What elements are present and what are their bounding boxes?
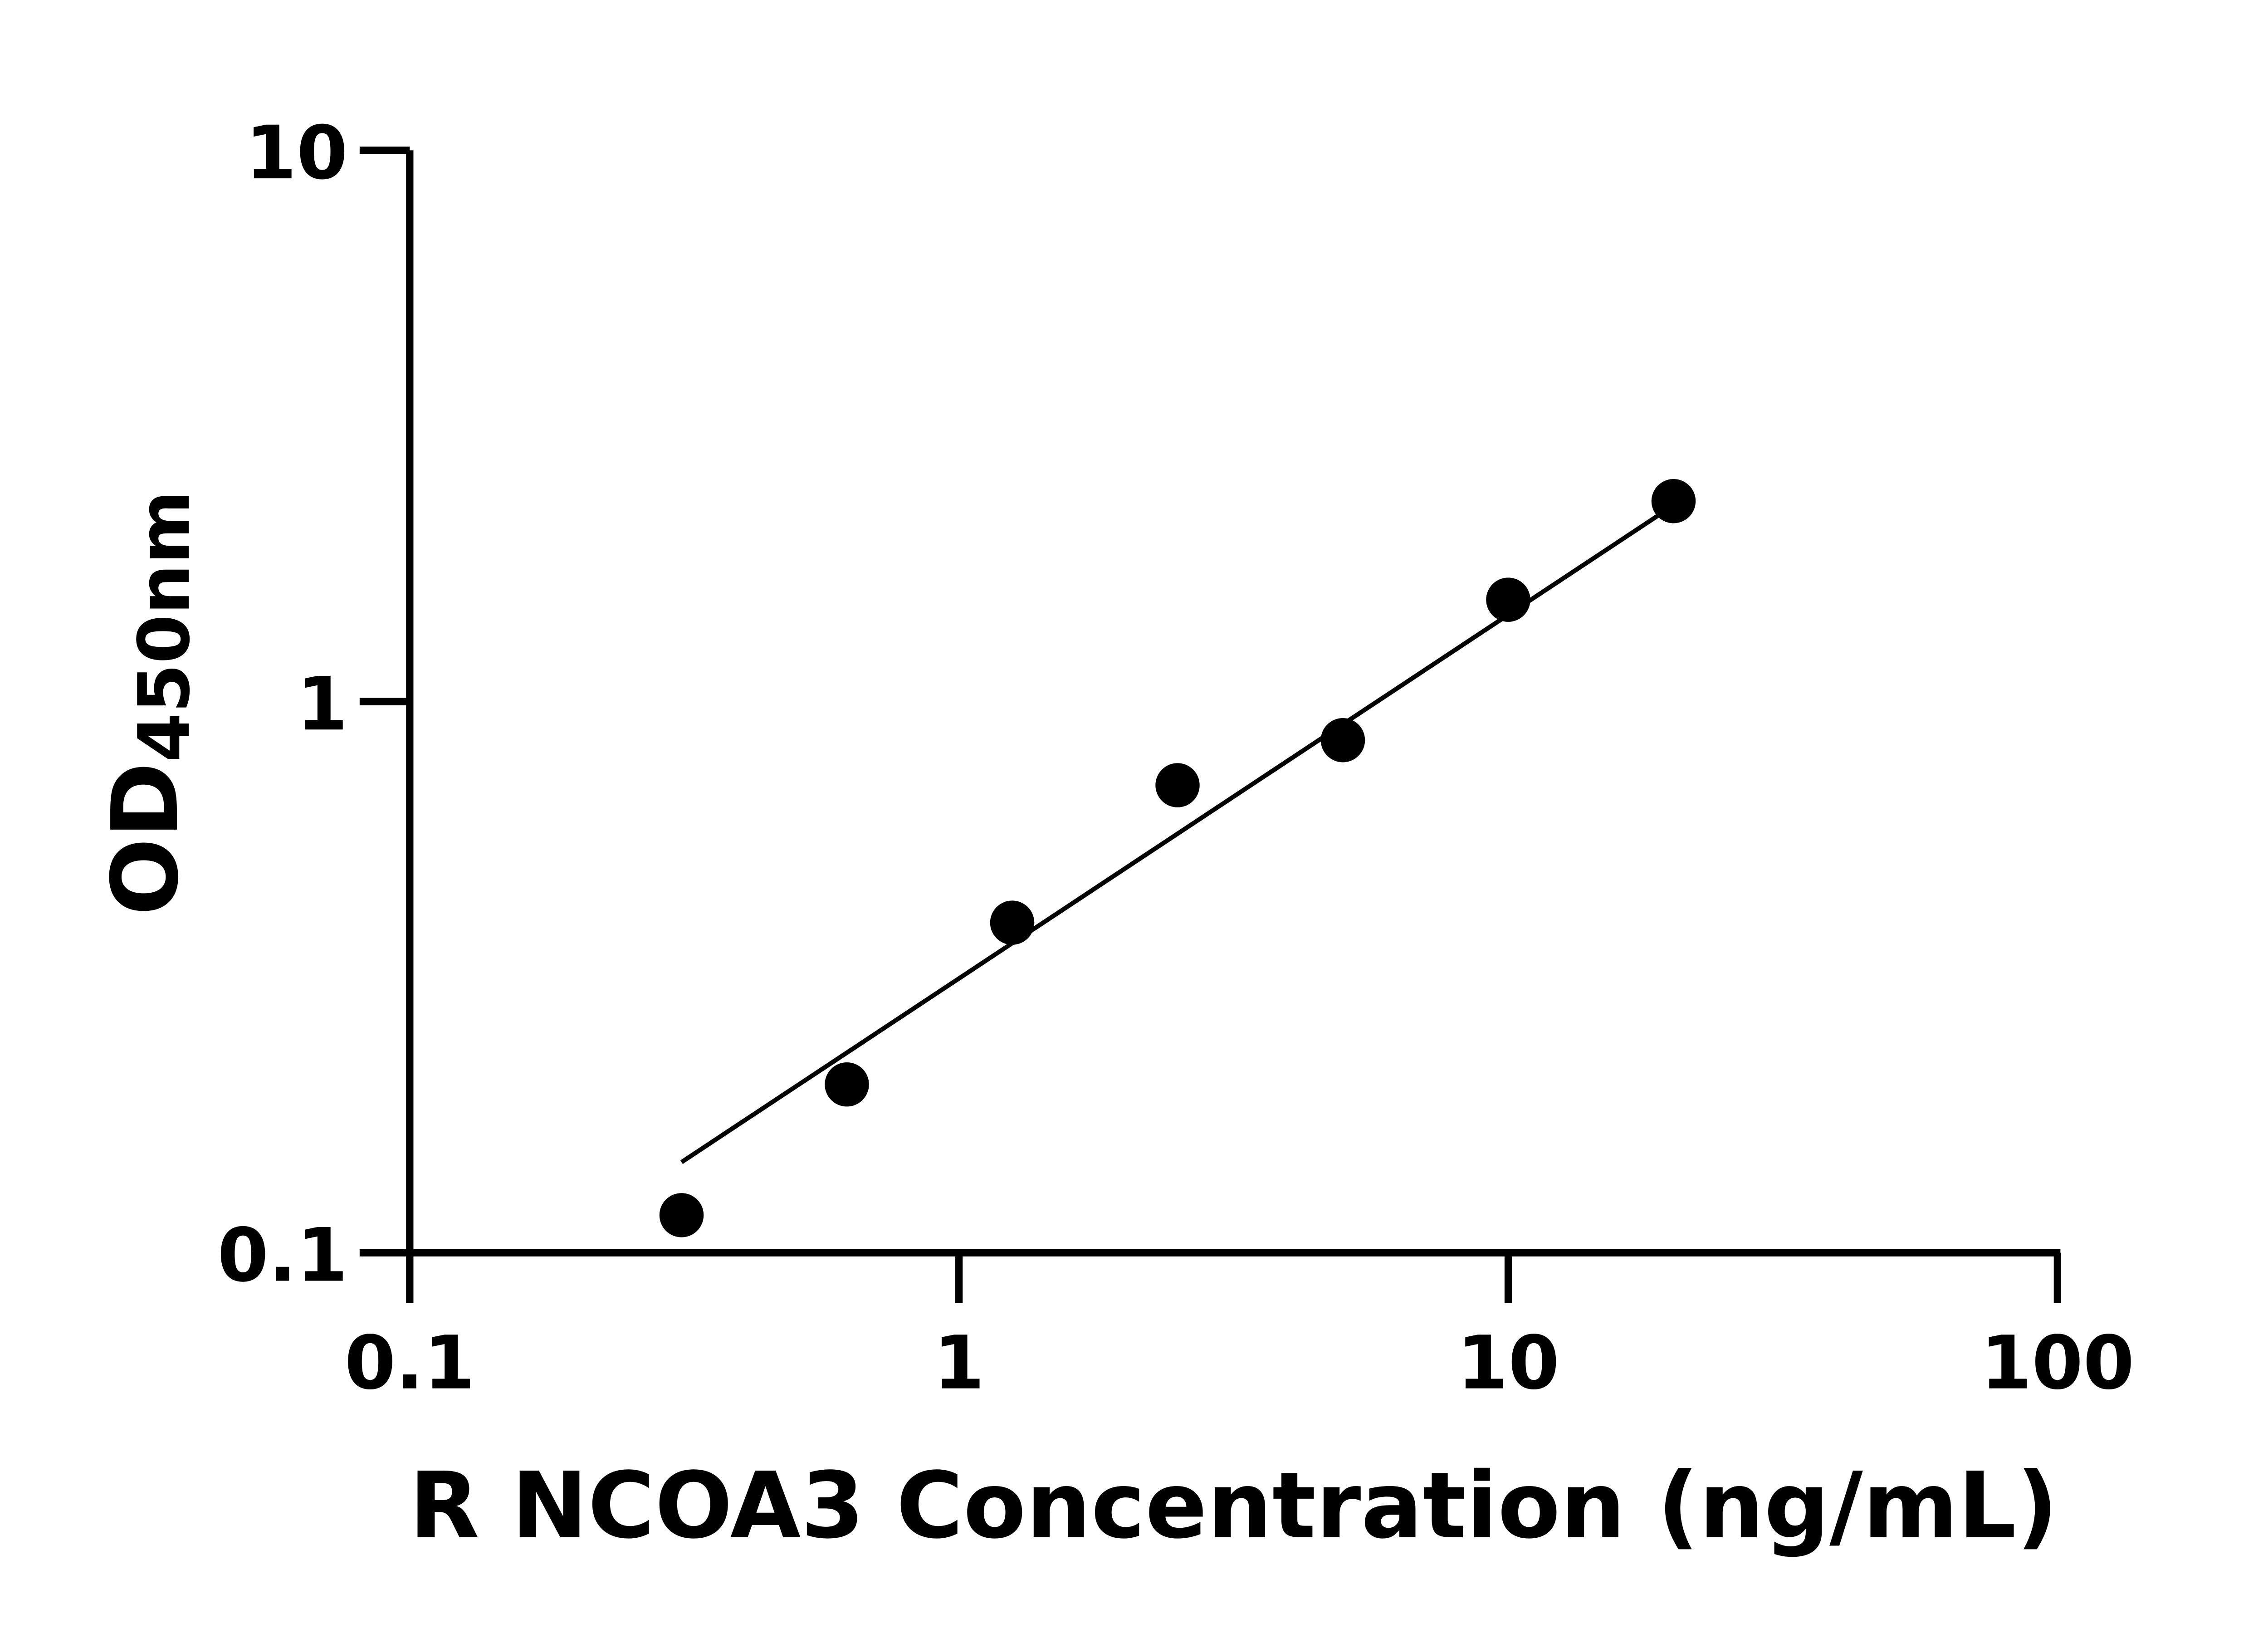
data-points [659,479,1696,1237]
tick-labels: 0.1 1 10 100 0.1 1 10 [217,110,2134,1406]
data-point [1320,718,1365,763]
x-tick-label: 100 [1980,1320,2134,1406]
y-tick-label: 1 [297,661,348,747]
data-point [990,900,1035,945]
x-axis-label: R NCOA3 Concentration (ng/mL) [409,1452,2058,1559]
data-point [1651,479,1696,523]
data-point [1486,577,1530,622]
axes [359,147,2061,1303]
data-point [825,1062,869,1107]
y-axis-label-subscript: 450nm [123,490,205,762]
x-tick-label: 0.1 [344,1320,475,1406]
data-point [1155,763,1200,807]
x-tick-label: 1 [934,1320,985,1406]
x-tick-label: 10 [1457,1320,1559,1406]
data-point [659,1193,704,1237]
y-tick-label: 10 [245,110,348,196]
y-tick-label: 0.1 [217,1213,348,1298]
y-axis-label-main: OD [92,762,199,915]
y-axis-label: OD450nm [92,490,205,915]
